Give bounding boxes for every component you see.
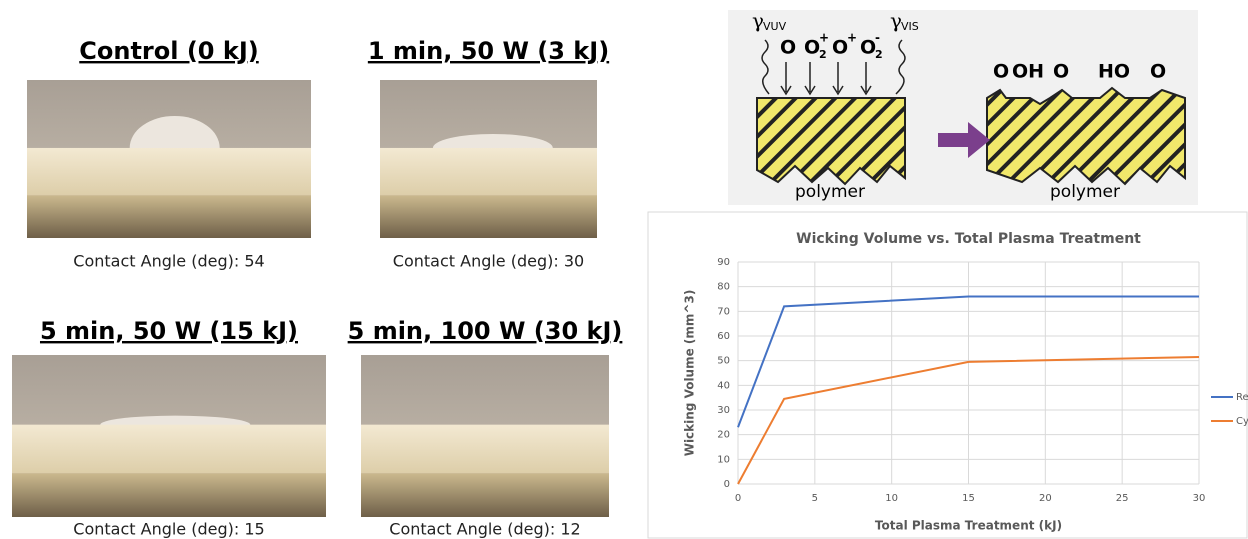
radiation-symbol: γ bbox=[890, 9, 902, 33]
species-superscript: + bbox=[819, 31, 829, 45]
x-tick-label: 30 bbox=[1193, 493, 1206, 504]
y-tick-label: 80 bbox=[717, 282, 730, 293]
species: O bbox=[804, 37, 820, 59]
x-tick-label: 10 bbox=[885, 493, 898, 504]
photo-layer bbox=[12, 424, 326, 474]
photo-panel: 5 min, 50 W (15 kJ) Contact Angle (deg): … bbox=[12, 317, 326, 539]
photos: Control (0 kJ) Contact Angle (deg): 54 1 m… bbox=[12, 37, 622, 539]
arrow bbox=[780, 62, 792, 96]
species-subscript: 2 bbox=[875, 48, 883, 61]
photo-panel: 5 min, 100 W (30 kJ) Contact Angle (deg):… bbox=[348, 317, 623, 539]
species-superscript: + bbox=[847, 31, 857, 45]
wave-arrow bbox=[761, 39, 770, 95]
photo-panel: Control (0 kJ) Contact Angle (deg): 54 bbox=[27, 37, 311, 271]
y-tick-label: 60 bbox=[717, 331, 730, 342]
y-tick-label: 30 bbox=[717, 405, 730, 416]
photo-base bbox=[27, 195, 311, 238]
y-tick-label: 90 bbox=[717, 257, 730, 268]
y-tick-label: 20 bbox=[717, 430, 730, 441]
functional-group: O bbox=[1150, 61, 1166, 83]
radiation-symbol: γ bbox=[752, 9, 764, 33]
y-axis-label: Wicking Volume (mm^3) bbox=[683, 290, 697, 457]
treated-polymer-block bbox=[986, 86, 1186, 186]
x-axis-label: Total Plasma Treatment (kJ) bbox=[875, 519, 1062, 533]
arrows bbox=[761, 39, 906, 96]
caption: Contact Angle (deg): 12 bbox=[389, 520, 580, 539]
legend-label: Cylindrical bbox=[1236, 416, 1248, 427]
photo-base bbox=[12, 473, 326, 517]
legend-label: Rectangular bbox=[1236, 392, 1248, 403]
functional-group: HO bbox=[1098, 61, 1130, 83]
caption: Contact Angle (deg): 15 bbox=[73, 520, 264, 539]
chart-title: Wicking Volume vs. Total Plasma Treatmen… bbox=[796, 231, 1141, 247]
caption: Contact Angle (deg): 30 bbox=[393, 252, 584, 271]
species: O bbox=[832, 37, 848, 59]
radiation-subscript: VIS bbox=[901, 20, 919, 33]
arrow bbox=[832, 62, 844, 96]
x-tick-label: 15 bbox=[962, 493, 975, 504]
panel-title: 5 min, 100 W (30 kJ) bbox=[348, 317, 623, 345]
data-line bbox=[737, 355, 1200, 485]
data-line bbox=[737, 295, 1199, 428]
photo-layer bbox=[380, 147, 597, 196]
x-tick-label: 20 bbox=[1039, 493, 1052, 504]
y-tick-label: 40 bbox=[717, 380, 730, 391]
material-label: polymer bbox=[795, 182, 865, 202]
photo-panel: 1 min, 50 W (3 kJ) Contact Angle (deg): 3… bbox=[368, 37, 609, 271]
material-label: polymer bbox=[1050, 182, 1120, 202]
photo-base bbox=[380, 195, 597, 238]
y-tick-label: 0 bbox=[724, 479, 730, 490]
panel-title: 5 min, 50 W (15 kJ) bbox=[40, 317, 298, 345]
species: O bbox=[780, 37, 796, 59]
panel-title: Control (0 kJ) bbox=[79, 37, 258, 65]
chart: Wicking Volume vs. Total Plasma Treatmen… bbox=[647, 211, 1248, 539]
y-tick-label: 50 bbox=[717, 356, 730, 367]
radiation-subscript: VUV bbox=[763, 20, 787, 33]
wave-arrow bbox=[895, 39, 906, 95]
photo-base bbox=[361, 473, 609, 517]
caption: Contact Angle (deg): 54 bbox=[73, 252, 264, 271]
polymer-block bbox=[756, 97, 906, 186]
y-tick-label: 70 bbox=[717, 306, 730, 317]
functional-group: O bbox=[1053, 61, 1069, 83]
species-subscript: 2 bbox=[819, 48, 827, 61]
x-tick-label: 5 bbox=[812, 493, 818, 504]
functional-group: O bbox=[993, 61, 1009, 83]
photo-layer bbox=[361, 424, 609, 474]
arrow bbox=[938, 122, 990, 158]
species: O bbox=[860, 37, 876, 59]
y-tick-label: 10 bbox=[717, 454, 730, 465]
x-tick-label: 0 bbox=[735, 493, 741, 504]
x-tick-label: 25 bbox=[1116, 493, 1129, 504]
species-superscript: - bbox=[875, 31, 880, 45]
arrow bbox=[860, 62, 872, 96]
functional-group: OH bbox=[1012, 61, 1044, 83]
panel-title: 1 min, 50 W (3 kJ) bbox=[368, 37, 609, 65]
photo-layer bbox=[27, 147, 311, 196]
arrow bbox=[804, 62, 816, 96]
